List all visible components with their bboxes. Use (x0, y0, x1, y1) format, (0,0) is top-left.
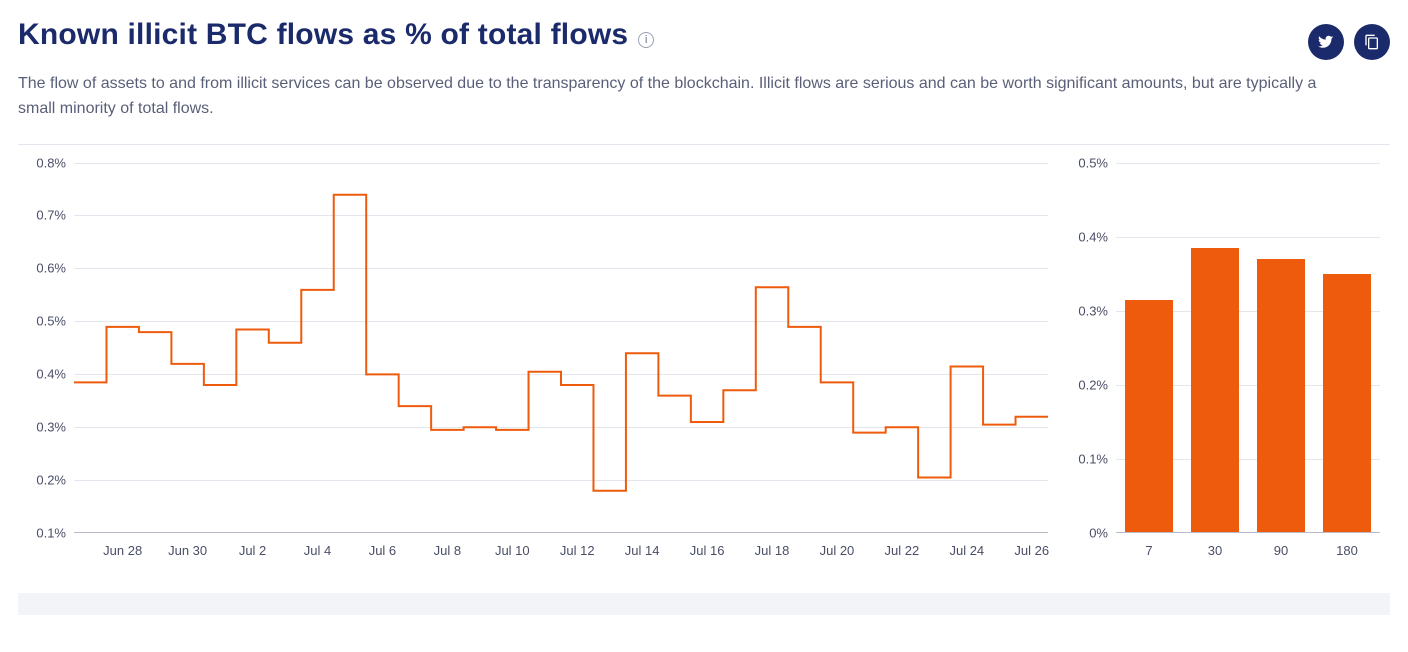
x-tick-label: Jul 2 (239, 543, 266, 558)
bar (1257, 259, 1305, 533)
y-tick-label: 0.8% (36, 155, 66, 170)
bar-x-axis: 7 30 90 180 (1116, 539, 1380, 563)
twitter-icon (1318, 34, 1334, 50)
y-tick-label: 0.4% (1078, 229, 1108, 244)
y-tick-label: 0.6% (36, 261, 66, 276)
y-tick-label: 0.5% (36, 314, 66, 329)
x-tick-label: Jul 14 (625, 543, 660, 558)
x-tick-label: Jul 6 (369, 543, 396, 558)
bar-baseline (1116, 532, 1380, 533)
bar (1191, 248, 1239, 533)
x-tick-label: Jul 22 (885, 543, 920, 558)
step-baseline (74, 532, 1048, 533)
x-tick-label: 7 (1145, 543, 1152, 558)
y-tick-label: 0.5% (1078, 155, 1108, 170)
x-tick-label: Jul 26 (1014, 543, 1049, 558)
twitter-share-button[interactable] (1308, 24, 1344, 60)
header-row: Known illicit BTC flows as % of total fl… (18, 18, 1390, 60)
step-y-axis: 0.1%0.2%0.3%0.4%0.5%0.6%0.7%0.8% (18, 163, 74, 533)
bar-chart: 0%0.1%0.2%0.3%0.4%0.5% 73090180 (1068, 163, 1388, 563)
x-tick-label: Jul 20 (820, 543, 855, 558)
title-block: Known illicit BTC flows as % of total fl… (18, 18, 654, 58)
x-tick-label: Jul 24 (949, 543, 984, 558)
y-tick-label: 0.1% (36, 525, 66, 540)
info-icon[interactable]: i (638, 32, 654, 48)
y-tick-label: 0.2% (1078, 377, 1108, 392)
share-buttons (1308, 24, 1390, 60)
footer-band (18, 593, 1390, 615)
x-tick-label: Jun 28 (103, 543, 142, 558)
x-tick-label: Jul 8 (434, 543, 461, 558)
y-tick-label: 0.3% (1078, 303, 1108, 318)
x-tick-label: Jul 12 (560, 543, 595, 558)
step-x-axis: Jun 28 Jun 30 Jul 2 Jul 4 Jul 6 Jul 8 Jul 10 Ju… (74, 539, 1048, 563)
x-tick-label: Jul 10 (495, 543, 530, 558)
x-tick-label: 180 (1336, 543, 1358, 558)
y-tick-label: 0.1% (1078, 451, 1108, 466)
bar-y-axis: 0%0.1%0.2%0.3%0.4%0.5% (1068, 163, 1116, 533)
bar (1125, 300, 1173, 533)
bar (1323, 274, 1371, 533)
chart-card: Known illicit BTC flows as % of total fl… (0, 0, 1408, 615)
chart-subtitle: The flow of assets to and from illicit s… (18, 72, 1338, 122)
step-line-svg (74, 163, 1048, 533)
y-tick-label: 0% (1089, 525, 1108, 540)
x-tick-label: Jul 4 (304, 543, 331, 558)
y-tick-label: 0.3% (36, 419, 66, 434)
step-plot-area (74, 163, 1048, 533)
bar-plot-area (1116, 163, 1380, 533)
x-tick-label: 30 (1208, 543, 1222, 558)
x-tick-label: Jul 18 (755, 543, 790, 558)
x-tick-label: 90 (1274, 543, 1288, 558)
copy-button[interactable] (1354, 24, 1390, 60)
charts-row: 0.1%0.2%0.3%0.4%0.5%0.6%0.7%0.8% Jun 28J… (18, 163, 1390, 563)
x-tick-label: Jun 30 (168, 543, 207, 558)
page-title: Known illicit BTC flows as % of total fl… (18, 18, 628, 52)
y-tick-label: 0.2% (36, 472, 66, 487)
step-line-chart: 0.1%0.2%0.3%0.4%0.5%0.6%0.7%0.8% Jun 28J… (18, 163, 1048, 563)
x-tick-label: Jul 16 (690, 543, 725, 558)
divider (18, 144, 1390, 145)
step-line-path (74, 194, 1048, 490)
y-tick-label: 0.7% (36, 208, 66, 223)
copy-icon (1364, 34, 1380, 50)
y-tick-label: 0.4% (36, 367, 66, 382)
